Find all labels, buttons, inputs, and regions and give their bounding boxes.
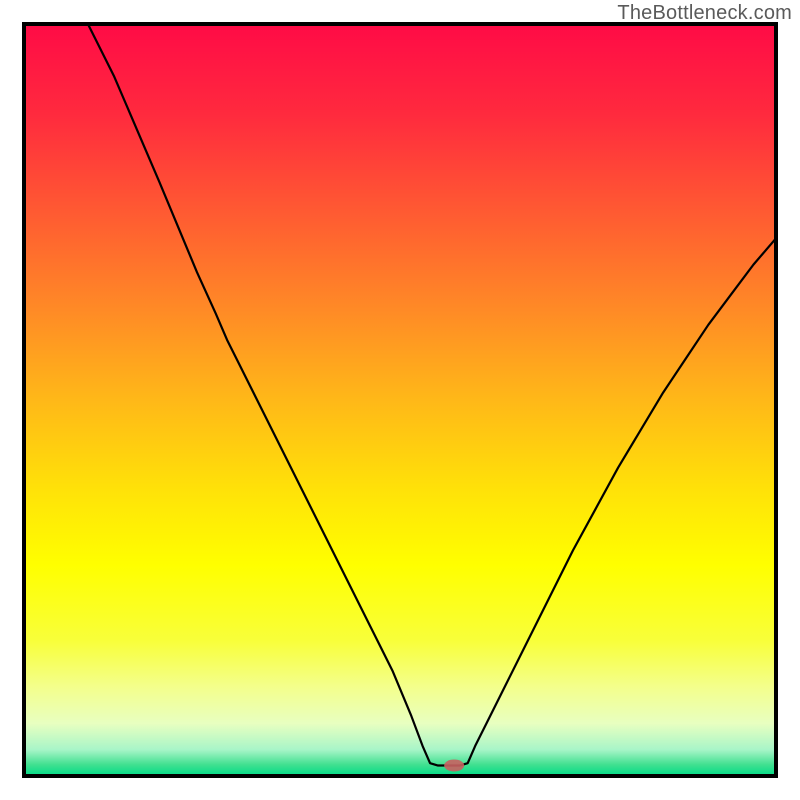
watermark-text: TheBottleneck.com [617,2,792,25]
bottleneck-chart [0,0,800,800]
